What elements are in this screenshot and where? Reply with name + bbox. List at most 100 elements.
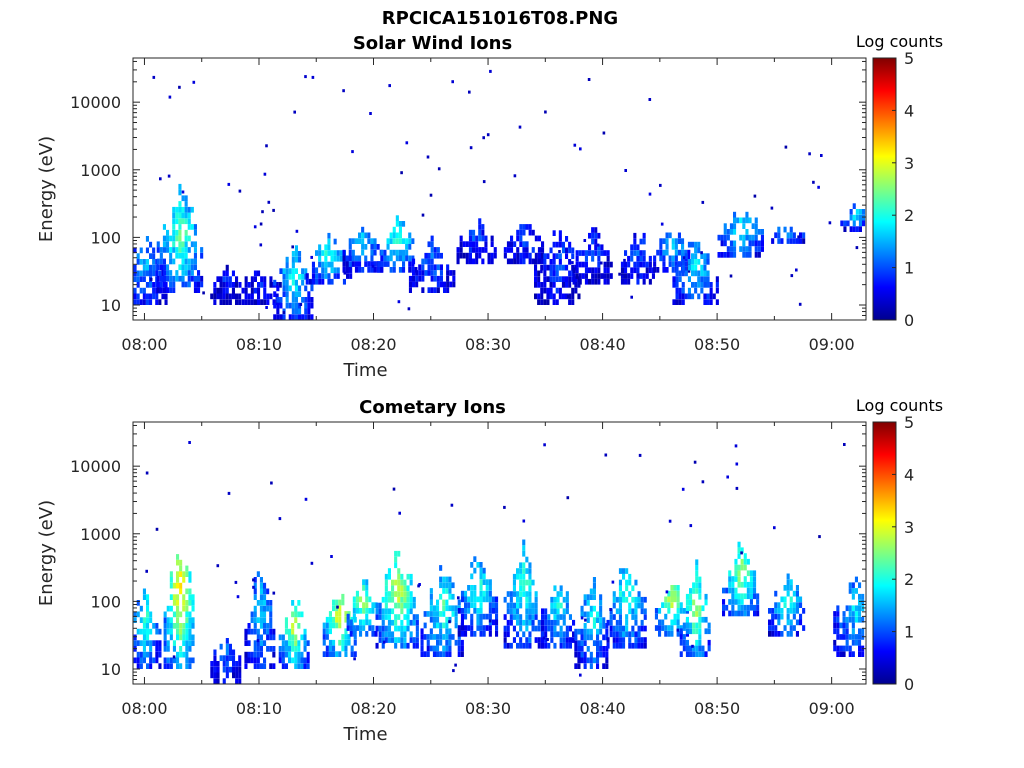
heatmap-cell bbox=[482, 613, 486, 620]
heatmap-cell bbox=[862, 214, 866, 221]
heatmap-cell bbox=[592, 617, 596, 623]
heatmap-cell bbox=[263, 172, 267, 176]
heatmap-cell bbox=[397, 625, 401, 632]
colorbar-tick-label: 5 bbox=[904, 413, 914, 432]
heatmap-cell bbox=[295, 229, 299, 233]
heatmap-cell bbox=[181, 212, 185, 219]
heatmap-cell bbox=[197, 275, 201, 282]
heatmap-cell bbox=[591, 250, 595, 256]
heatmap-cell bbox=[609, 261, 613, 268]
heatmap-cell bbox=[344, 639, 348, 646]
heatmap-cell bbox=[155, 623, 159, 629]
heatmap-cell bbox=[693, 460, 697, 464]
heatmap-cell bbox=[336, 267, 340, 274]
heatmap-cell bbox=[225, 299, 229, 305]
heatmap-cell bbox=[338, 639, 342, 646]
heatmap-cell bbox=[543, 282, 547, 288]
heatmap-cell bbox=[155, 628, 159, 635]
heatmap-cell bbox=[136, 276, 140, 282]
heatmap-cell bbox=[291, 251, 295, 257]
heatmap-cell bbox=[653, 267, 657, 273]
heatmap-cell bbox=[253, 628, 257, 635]
heatmap-cell bbox=[528, 642, 532, 649]
heatmap-cell bbox=[247, 299, 251, 305]
heatmap-cell bbox=[679, 608, 683, 614]
heatmap-cell bbox=[384, 579, 388, 586]
heatmap-cell bbox=[235, 293, 239, 300]
heatmap-cell bbox=[149, 651, 153, 658]
heatmap-cell bbox=[470, 573, 474, 580]
heatmap-cell bbox=[145, 293, 149, 300]
heatmap-cell bbox=[723, 234, 727, 241]
heatmap-cell bbox=[253, 287, 257, 294]
heatmap-cell bbox=[715, 282, 719, 288]
heatmap-cell bbox=[733, 246, 737, 252]
heatmap-cell bbox=[687, 255, 691, 262]
heatmap-cell bbox=[842, 634, 846, 640]
heatmap-cell bbox=[149, 253, 153, 259]
heatmap-cell bbox=[698, 593, 702, 600]
heatmap-cell bbox=[531, 247, 535, 253]
heatmap-cell bbox=[439, 565, 443, 571]
heatmap-cell bbox=[269, 276, 273, 282]
heatmap-cell bbox=[232, 661, 236, 667]
heatmap-cell bbox=[225, 282, 229, 288]
heatmap-cell bbox=[152, 253, 156, 259]
heatmap-cell bbox=[753, 194, 757, 198]
heatmap-cell bbox=[845, 605, 849, 612]
heatmap-cell bbox=[405, 238, 409, 244]
heatmap-cell bbox=[210, 672, 214, 679]
heatmap-cell bbox=[285, 297, 289, 303]
heatmap-cell bbox=[698, 611, 702, 617]
heatmap-cell bbox=[687, 264, 691, 271]
heatmap-cell bbox=[193, 224, 197, 230]
heatmap-cell bbox=[749, 593, 753, 600]
heatmap-cell bbox=[534, 259, 538, 265]
heatmap-cell bbox=[584, 255, 588, 262]
heatmap-cell bbox=[562, 619, 566, 626]
heatmap-cell bbox=[689, 599, 693, 606]
heatmap-cell bbox=[851, 639, 855, 646]
heatmap-cell bbox=[592, 640, 596, 646]
heatmap-cell bbox=[202, 291, 205, 295]
heatmap-cell bbox=[625, 619, 629, 626]
heatmap-cell bbox=[142, 628, 146, 635]
heatmap-cell bbox=[637, 596, 641, 603]
heatmap-cell bbox=[583, 623, 587, 629]
heatmap-cell bbox=[370, 249, 374, 256]
heatmap-cell bbox=[269, 663, 273, 669]
heatmap-cell bbox=[374, 631, 378, 637]
heatmap-cell bbox=[700, 276, 704, 282]
heatmap-cell bbox=[703, 293, 707, 300]
heatmap-cell bbox=[269, 600, 273, 606]
heatmap-cell bbox=[259, 646, 263, 652]
heatmap-cell bbox=[862, 220, 866, 227]
heatmap-cell bbox=[661, 602, 665, 608]
heatmap-cell bbox=[260, 299, 264, 305]
heatmap-cell bbox=[528, 619, 532, 626]
heatmap-cell bbox=[695, 570, 699, 577]
heatmap-cell bbox=[430, 264, 434, 271]
heatmap-cell bbox=[247, 651, 251, 658]
heatmap-cell bbox=[394, 637, 398, 643]
heatmap-cell bbox=[172, 218, 176, 225]
heatmap-cell bbox=[354, 238, 358, 244]
heatmap-cell bbox=[136, 299, 140, 305]
heatmap-cell bbox=[457, 608, 461, 614]
heatmap-cell bbox=[253, 276, 257, 282]
heatmap-cell bbox=[244, 634, 248, 641]
heatmap-cell bbox=[734, 576, 738, 582]
heatmap-cell bbox=[452, 281, 456, 288]
heatmap-cell bbox=[737, 570, 741, 577]
heatmap-cell bbox=[726, 475, 729, 479]
heatmap-cell bbox=[142, 651, 146, 658]
heatmap-cell bbox=[516, 247, 520, 253]
heatmap-cell bbox=[522, 519, 526, 523]
heatmap-cell bbox=[365, 619, 369, 626]
heatmap-cell bbox=[159, 247, 163, 253]
heatmap-cell bbox=[786, 238, 790, 244]
heatmap-cell bbox=[136, 293, 140, 300]
heatmap-cell bbox=[256, 634, 260, 641]
heatmap-cell bbox=[346, 273, 350, 279]
heatmap-cell bbox=[789, 232, 793, 239]
